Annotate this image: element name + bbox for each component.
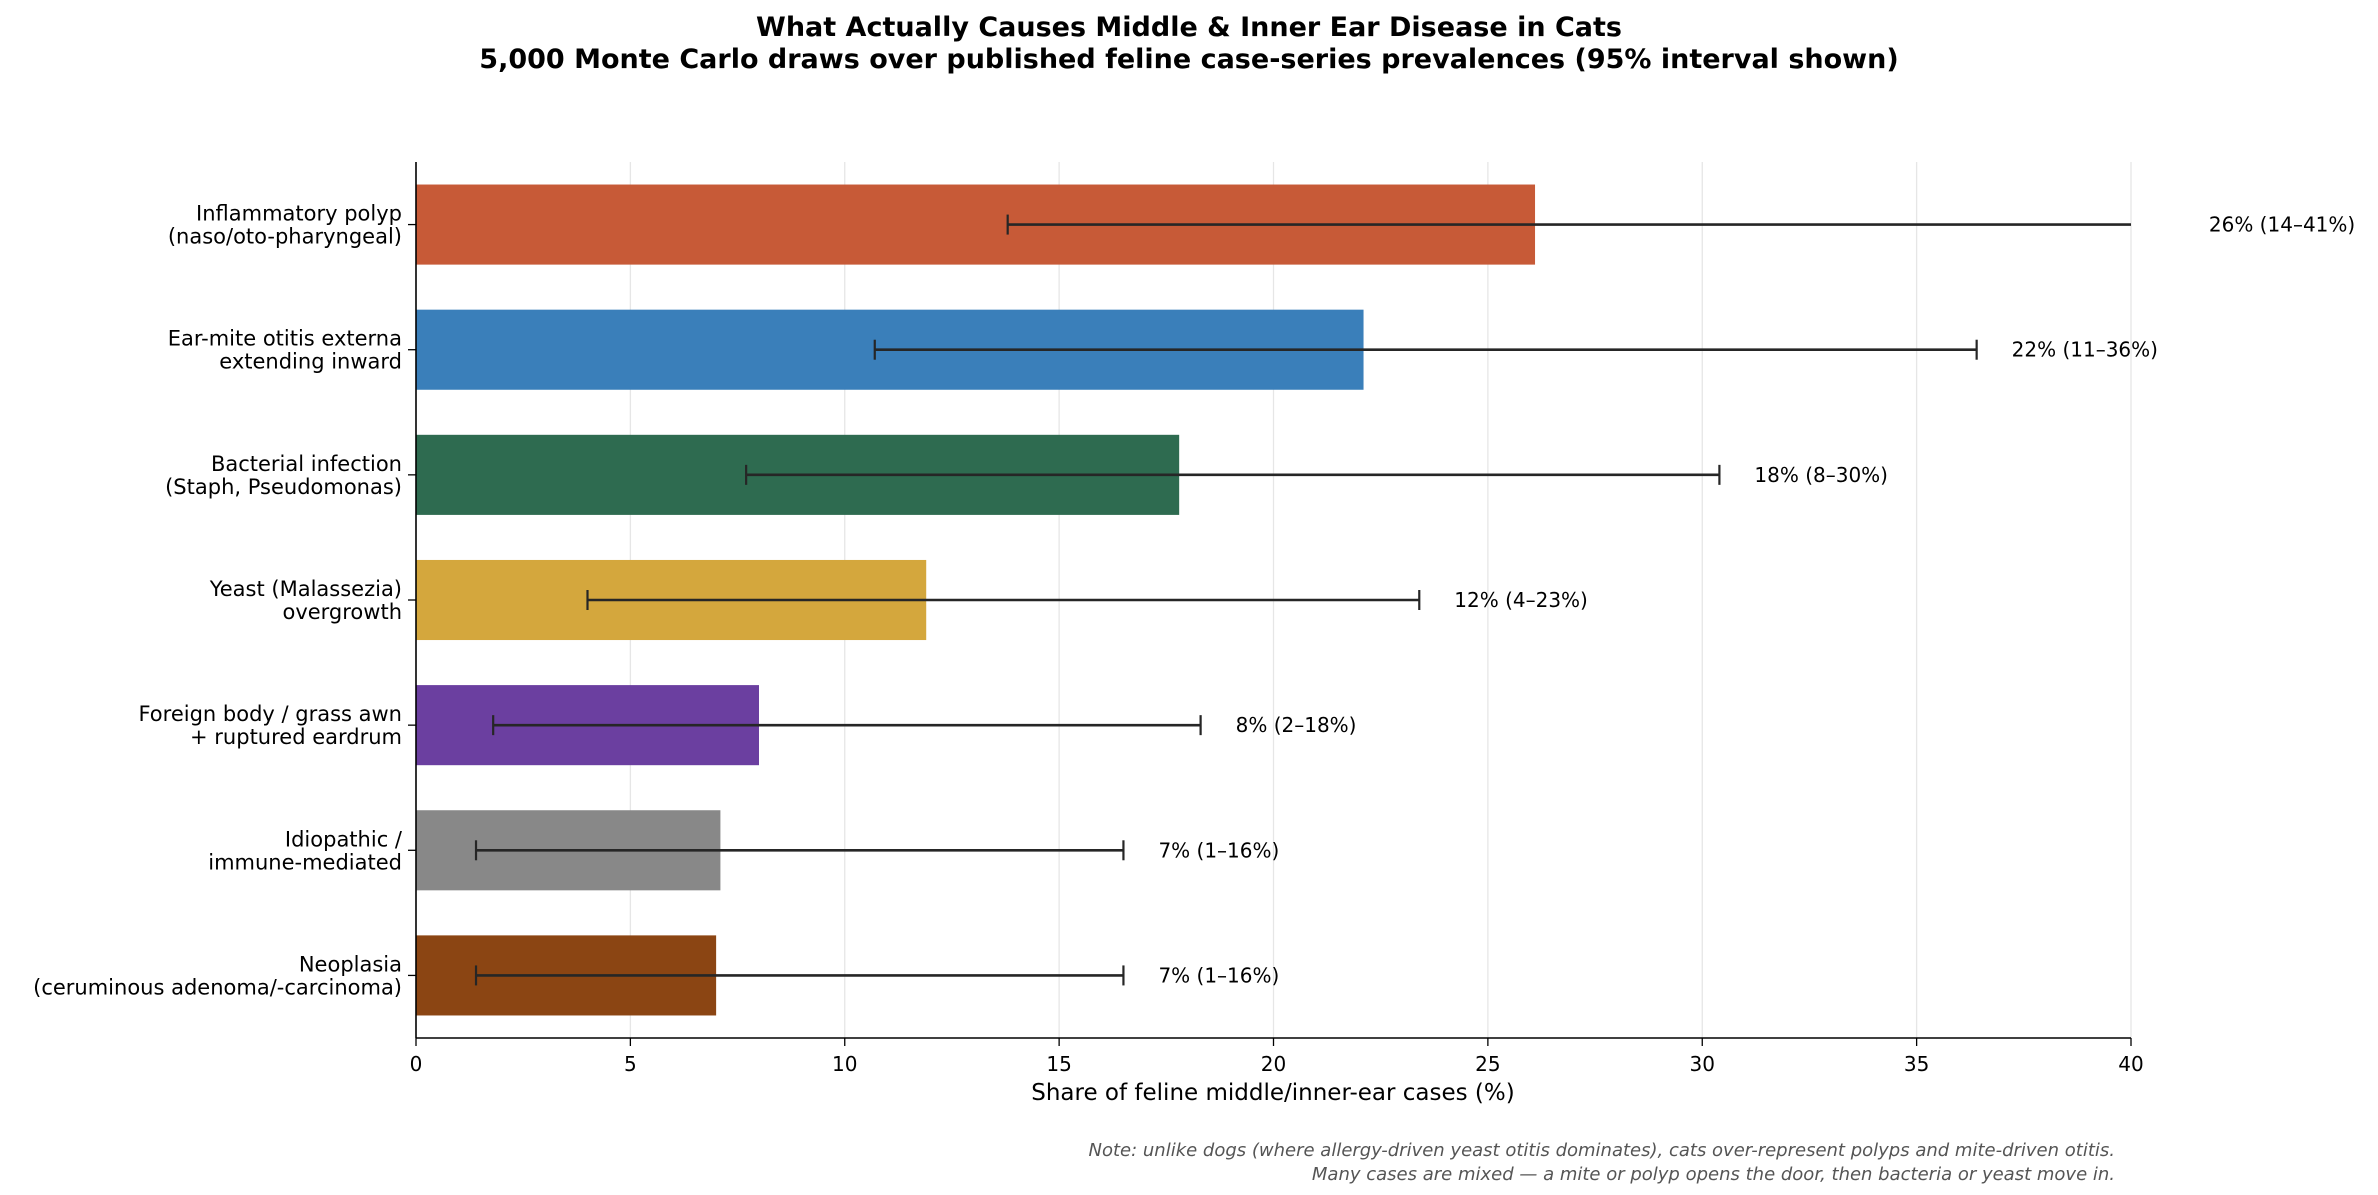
category-label-line2: immune-mediated <box>208 850 402 874</box>
category-label-line1: Bacterial infection <box>211 452 402 476</box>
x-tick-label: 30 <box>1690 1052 1715 1076</box>
category-label-line1: Neoplasia <box>299 952 402 976</box>
category-label-line1: Ear-mite otitis externa <box>168 327 402 351</box>
x-tick-label: 20 <box>1261 1052 1286 1076</box>
category-label-line2: (Staph, Pseudomonas) <box>165 475 402 499</box>
category-label-line1: Foreign body / grass awn <box>138 702 402 726</box>
value-label: 12% (4–23%) <box>1454 588 1588 612</box>
x-tick-label: 35 <box>1904 1052 1929 1076</box>
value-label: 7% (1–16%) <box>1158 963 1279 987</box>
category-label-line2: (naso/oto-pharyngeal) <box>168 225 402 249</box>
x-tick-label: 10 <box>832 1052 857 1076</box>
category-label-line2: overgrowth <box>282 600 402 624</box>
x-tick-label: 5 <box>624 1052 637 1076</box>
category-label-line2: + ruptured eardrum <box>190 725 402 749</box>
category-label-line1: Idiopathic / <box>285 827 403 851</box>
value-label: 7% (1–16%) <box>1158 838 1279 862</box>
x-tick-label: 15 <box>1046 1052 1071 1076</box>
x-axis-title: Share of feline middle/inner-ear cases (… <box>1031 1080 1514 1106</box>
labels: 0 5 10 15 20 25 30 35 40 Inflammatory polyp(naso/… <box>33 202 2355 1076</box>
value-label: 26% (14–41%) <box>2209 213 2355 237</box>
chart-title: What Actually Causes Middle & Inner Ear … <box>756 12 1622 43</box>
x-tick-label: 0 <box>410 1052 423 1076</box>
value-label: 18% (8–30%) <box>1754 463 1888 487</box>
x-tick-label: 40 <box>2118 1052 2143 1076</box>
error-bars <box>474 214 2131 986</box>
category-label-line1: Yeast (Malassezia) <box>209 577 402 601</box>
category-label-line2: (ceruminous adenoma/-carcinoma) <box>33 975 402 999</box>
note-line-1: Note: unlike dogs (where allergy-driven … <box>1088 1140 2115 1161</box>
chart-subtitle: 5,000 Monte Carlo draws over published f… <box>479 44 1898 75</box>
note-line-2: Many cases are mixed — a mite or polyp o… <box>1312 1164 2115 1185</box>
x-tick-label: 25 <box>1475 1052 1500 1076</box>
category-label-line2: extending inward <box>219 350 402 374</box>
category-label-line1: Inflammatory polyp <box>196 202 402 226</box>
axes <box>408 162 2132 1046</box>
value-label: 8% (2–18%) <box>1236 713 1357 737</box>
value-label: 22% (11–36%) <box>2012 338 2158 362</box>
